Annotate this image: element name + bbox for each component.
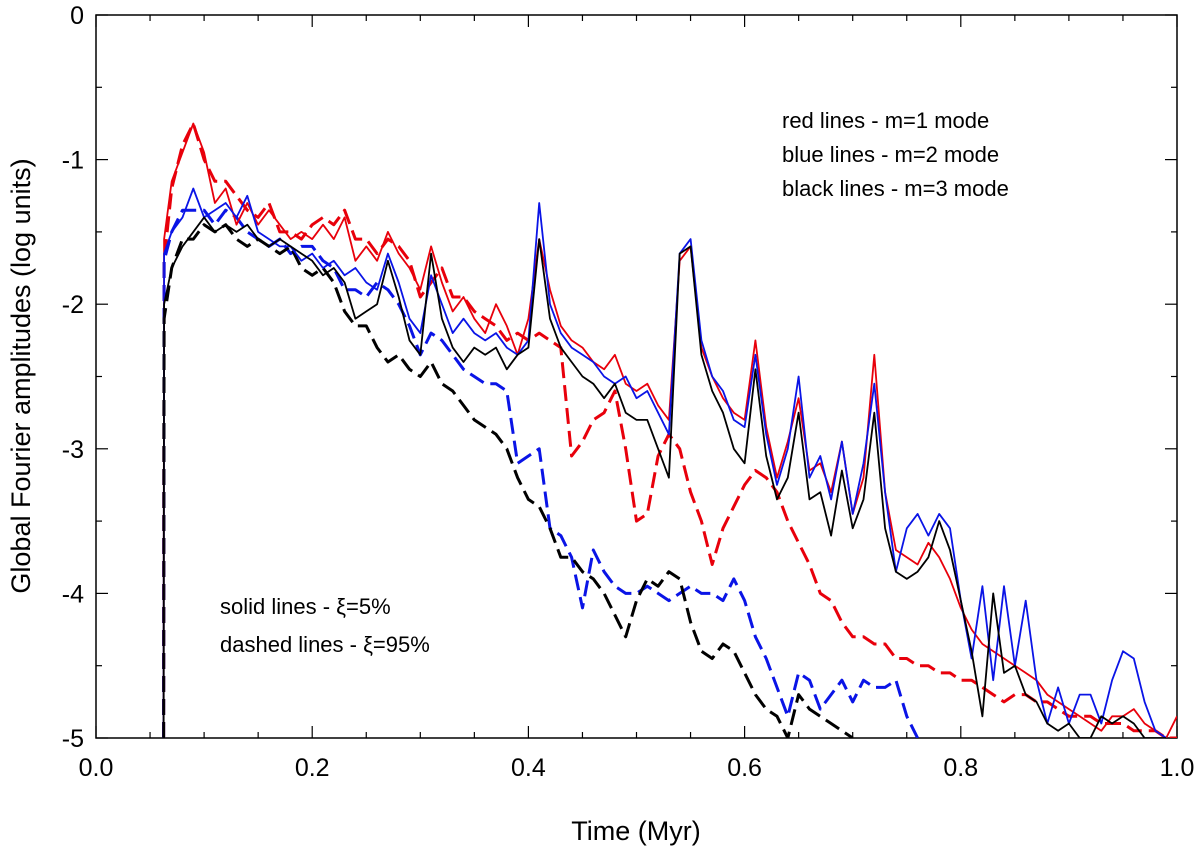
legend-black-lines: black lines - m=3 mode bbox=[782, 176, 1009, 201]
y-tick-label: -3 bbox=[62, 436, 84, 464]
series-line-m-1-95- bbox=[162, 122, 1177, 738]
y-tick-label: -1 bbox=[62, 147, 84, 175]
x-tick-label: 0.6 bbox=[727, 754, 762, 782]
legend-dashed-lines: dashed lines - ξ=95% bbox=[220, 632, 430, 657]
x-tick-label: 0.2 bbox=[295, 754, 330, 782]
y-tick-label: 0 bbox=[70, 2, 84, 30]
x-tick-label: 0.4 bbox=[511, 754, 546, 782]
y-tick-label: -2 bbox=[62, 291, 84, 319]
series-line-m-3-5- bbox=[162, 216, 1167, 738]
y-tick-label: -4 bbox=[62, 580, 84, 608]
legend-red-lines: red lines - m=1 mode bbox=[782, 108, 989, 133]
y-axis-title: Global Fourier amplitudes (log units) bbox=[6, 158, 36, 593]
ticks-layer bbox=[95, 14, 1178, 739]
x-tick-label: 0.8 bbox=[943, 754, 978, 782]
legend-blue-lines: blue lines - m=2 mode bbox=[782, 142, 999, 167]
series-line-m-2-5- bbox=[162, 187, 1167, 738]
x-axis-title: Time (Myr) bbox=[571, 816, 700, 846]
series-line-m-1-5- bbox=[162, 122, 1177, 738]
y-tick-label: -5 bbox=[62, 725, 84, 753]
plot-frame bbox=[95, 14, 1178, 739]
tick-labels-layer: 0.0 0.2 0.4 0.6 0.8 1.0 0 -1 -2 -3 -4 -5 bbox=[62, 2, 1195, 782]
x-tick-label: 0.0 bbox=[79, 754, 114, 782]
legend-solid-lines: solid lines - ξ=5% bbox=[220, 594, 391, 619]
x-tick-label: 1.0 bbox=[1160, 754, 1195, 782]
series-layer bbox=[162, 122, 1177, 738]
